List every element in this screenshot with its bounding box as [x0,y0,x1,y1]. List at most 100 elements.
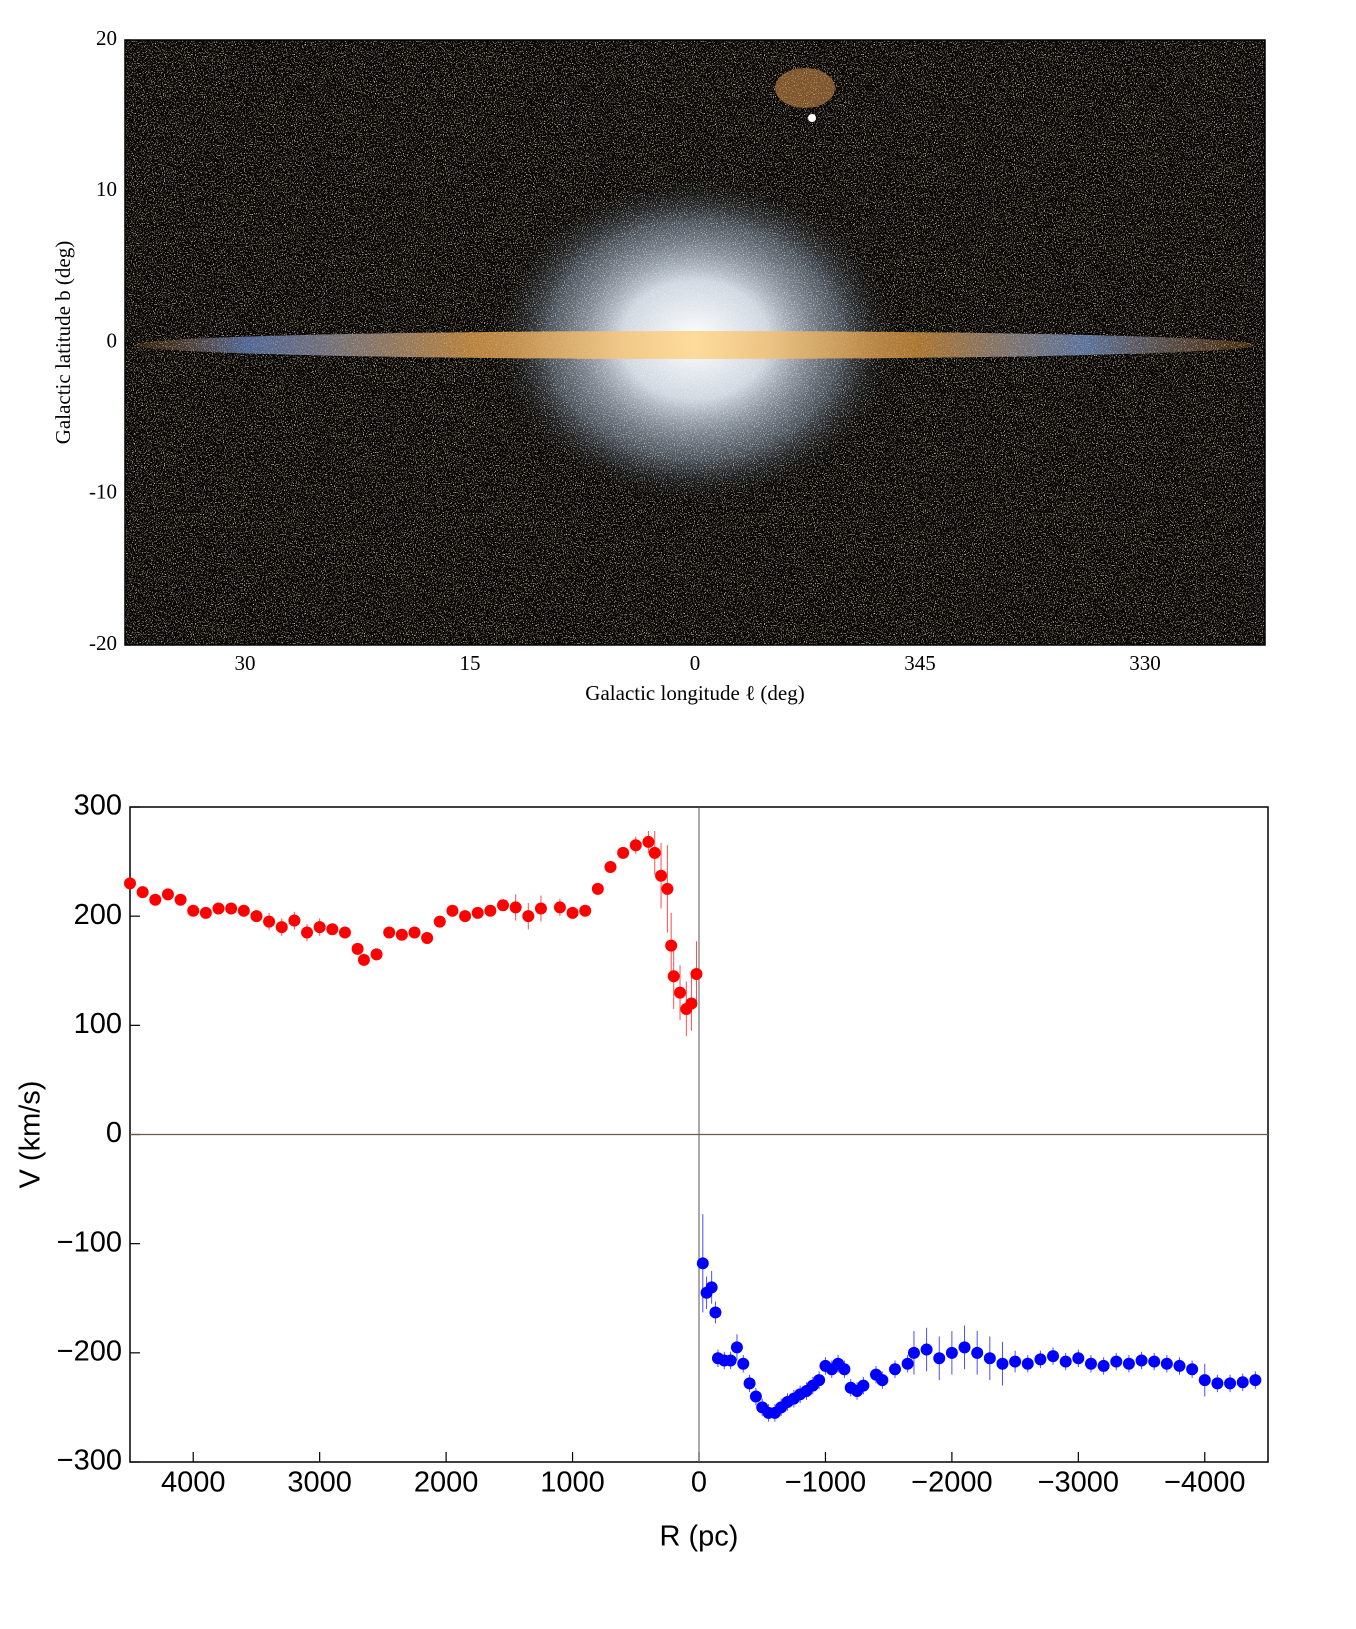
point [237,904,250,917]
point [996,1357,1009,1370]
point [1249,1374,1262,1387]
point [579,904,592,917]
point [433,915,446,928]
point [566,906,579,919]
point [901,1357,914,1370]
point [326,923,339,936]
point [484,904,497,917]
point [876,1374,889,1387]
point [459,910,472,923]
point [604,861,617,874]
point [351,942,364,955]
point [313,921,326,934]
x-tick-label: 1000 [540,1467,605,1499]
point [357,953,370,966]
x-tick-label: 30 [235,651,256,675]
x-tick-label: 4000 [161,1467,226,1499]
point [1224,1377,1237,1390]
x-tick-label: 330 [1129,651,1161,675]
point [1236,1376,1249,1389]
point [945,1346,958,1359]
point [690,968,703,981]
point [395,928,408,941]
point [667,970,680,983]
point [263,915,276,928]
point [225,902,238,915]
point [421,932,434,944]
point [553,901,566,914]
y-tick-label: −300 [57,1445,122,1477]
point [383,926,396,939]
point [1021,1357,1034,1370]
point [522,910,535,923]
point [212,902,225,915]
point [730,1341,743,1354]
point [1135,1354,1148,1367]
y-tick-label: 300 [74,790,122,822]
point [534,902,547,915]
point [888,1363,901,1376]
point [250,910,263,923]
x-tick-label: 0 [690,651,701,675]
point [958,1341,971,1354]
x-tick-label: −4000 [1164,1467,1245,1499]
x-axis-label: Galactic longitude ℓ (deg) [585,681,804,705]
point [629,839,642,852]
x-axis-label: R (pc) [660,1521,739,1553]
point [1034,1353,1047,1366]
point [1097,1359,1110,1372]
point [149,893,162,906]
point [338,926,351,939]
point [591,882,604,895]
y-tick-label: 10 [96,177,117,201]
point [971,1346,984,1359]
point [174,893,187,906]
point [1009,1355,1022,1368]
point [124,877,136,890]
point [1198,1374,1211,1387]
y-axis-label: Galactic latitude b (deg) [51,241,75,445]
x-tick-label: 2000 [414,1467,479,1499]
y-tick-label: -10 [89,480,117,504]
point [1059,1355,1072,1368]
point [724,1354,737,1367]
x-tick-label: 15 [460,651,481,675]
point [648,846,661,859]
x-tick-label: −2000 [911,1467,992,1499]
point [408,926,421,939]
point [983,1352,996,1365]
point [1173,1359,1186,1372]
point [737,1357,750,1370]
point [509,901,522,914]
point [1186,1363,1199,1376]
point [857,1379,870,1392]
y-tick-label: 0 [106,1117,122,1149]
point [275,921,288,934]
point [288,914,301,927]
point [907,1346,920,1359]
point [920,1343,933,1356]
point [446,904,459,917]
y-tick-label: 100 [74,1008,122,1040]
y-tick-label: 20 [96,26,117,50]
point [301,926,314,939]
point [813,1374,826,1387]
point [161,888,174,901]
y-tick-label: 200 [74,899,122,931]
point [187,904,200,917]
y-tick-label: −200 [57,1335,122,1367]
point [1084,1357,1097,1370]
point [1110,1355,1123,1368]
y-tick-label: 0 [107,328,118,352]
point [661,882,674,895]
point [136,886,149,899]
x-tick-label: 0 [691,1467,707,1499]
point [1148,1355,1161,1368]
point [665,939,678,952]
point [199,906,212,919]
y-tick-label: −100 [57,1226,122,1258]
point [497,899,510,912]
x-tick-label: −3000 [1038,1467,1119,1499]
point [655,869,668,882]
